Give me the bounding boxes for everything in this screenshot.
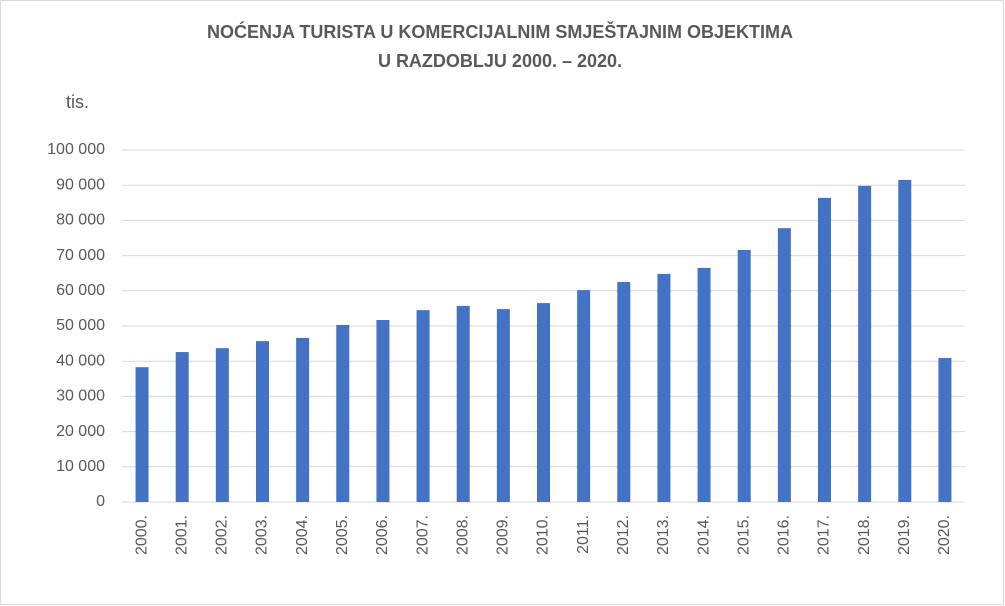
bar: [537, 303, 550, 502]
x-tick-label: 2020.: [936, 515, 953, 555]
bar: [898, 179, 912, 503]
y-tick-label: 100 000: [47, 141, 105, 158]
x-tick-label: 2002.: [214, 515, 231, 555]
bar: [296, 337, 310, 502]
bar: [456, 305, 470, 502]
x-tick-label: 2001.: [173, 515, 190, 555]
bar: [135, 367, 149, 502]
y-axis-label: tis.: [66, 92, 89, 112]
y-tick-label: 50 000: [56, 317, 105, 334]
bar: [336, 324, 350, 502]
x-tick-label: 2011.: [575, 515, 592, 554]
y-tick-label: 30 000: [56, 388, 105, 405]
x-tick-label: 2013.: [655, 515, 672, 555]
y-tick-label: 90 000: [56, 176, 105, 193]
bar: [376, 320, 390, 502]
bar: [256, 341, 269, 502]
bar: [697, 267, 711, 502]
bar: [777, 228, 791, 503]
x-tick-label: 2008.: [454, 515, 471, 555]
x-tick-label: 2005.: [334, 515, 351, 555]
x-tick-label: 2015.: [735, 515, 752, 555]
bar: [496, 309, 510, 502]
x-tick-label: 2000.: [133, 515, 150, 555]
x-tick-label: 2006.: [374, 515, 391, 555]
x-tick-label: 2018.: [856, 515, 873, 555]
x-tick-label: 2007.: [414, 515, 431, 555]
y-tick-label: 10 000: [56, 458, 105, 475]
bar: [215, 348, 229, 502]
y-tick-label: 0: [96, 493, 105, 510]
y-tick-label: 80 000: [56, 212, 105, 229]
bar: [577, 290, 591, 502]
bar: [416, 310, 430, 502]
x-tick-label: 2004.: [294, 515, 311, 555]
x-tick-label: 2010.: [535, 515, 552, 555]
y-tick-label: 70 000: [56, 247, 105, 264]
x-tick-label: 2017.: [816, 515, 833, 555]
bar: [617, 282, 631, 502]
chart-title: U RAZDOBLJU 2000. – 2020.: [378, 51, 622, 71]
bar: [737, 249, 751, 502]
bar: [938, 358, 952, 502]
x-tick-label: 2003.: [254, 515, 271, 555]
x-tick-label: 2009.: [495, 515, 512, 555]
bar: [657, 273, 671, 502]
x-tick-label: 2019.: [896, 515, 913, 555]
x-tick-label: 2016.: [776, 515, 793, 555]
bar: [858, 185, 872, 503]
y-tick-label: 20 000: [56, 423, 105, 440]
y-tick-label: 60 000: [56, 282, 105, 299]
bar: [175, 352, 189, 502]
y-tick-label: 40 000: [56, 352, 105, 369]
chart-title: NOĆENJA TURISTA U KOMERCIJALNIM SMJEŠTAJ…: [207, 21, 793, 42]
x-tick-label: 2014.: [695, 515, 712, 555]
x-tick-label: 2012.: [615, 515, 632, 555]
bar: [818, 197, 831, 502]
